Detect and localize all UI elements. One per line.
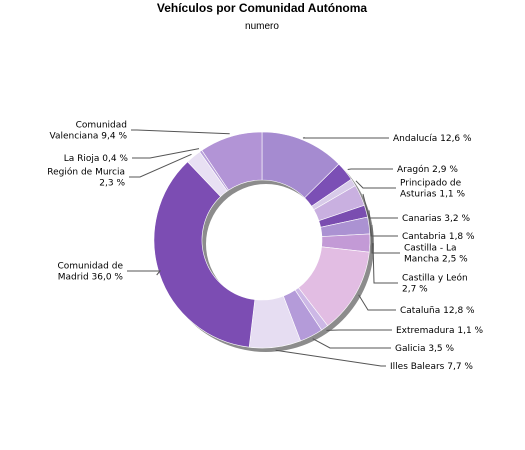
leader-line: [358, 294, 396, 311]
slice-comunidad-valenciana[interactable]: [201, 131, 263, 191]
leader-line: [132, 148, 200, 159]
slice-label: Andalucía 12,6 %: [393, 134, 472, 144]
leader-line: [129, 153, 192, 178]
slice-label: 2,3 %: [99, 179, 125, 189]
slice-label: Illes Balears 7,7 %: [390, 362, 473, 372]
slice-label: La Rioja 0,4 %: [64, 154, 129, 164]
leader-line: [127, 270, 162, 276]
slice-label: Castilla y León: [402, 273, 468, 284]
slice-label: Mancha 2,5 %: [404, 255, 468, 265]
leader-line: [368, 210, 398, 237]
chart-subtitle: numero: [245, 21, 279, 32]
chart-title: Vehículos por Comunidad Autónoma: [157, 1, 368, 15]
slice-label: Aragón 2,9 %: [397, 164, 458, 175]
leader-line: [131, 129, 230, 135]
slice-label: Comunidad de: [57, 262, 123, 272]
slice-label: Región de Murcia: [47, 167, 125, 178]
slice-label: Asturias 1,1 %: [400, 190, 466, 200]
leader-line: [355, 180, 396, 189]
slice-label: Extremadura 1,1 %: [396, 326, 484, 336]
leader-line: [372, 243, 398, 284]
slice-label: Canarias 3,2 %: [402, 214, 470, 224]
slice-label: Castilla - La: [404, 244, 457, 254]
slice-label: Galicia 3,5 %: [395, 344, 454, 354]
slice-label: Comunidad: [76, 121, 127, 131]
leader-line: [275, 349, 386, 367]
slice-label: Madrid 36,0 %: [58, 273, 124, 283]
slice-label: Cantabria 1,8 %: [402, 232, 475, 242]
slice-label: Principado de: [400, 179, 462, 189]
leader-line: [347, 168, 393, 170]
slice-comunidad-de-madrid[interactable]: [153, 161, 256, 348]
donut-slices: [153, 131, 374, 352]
slice-label: Cataluña 12,8 %: [400, 306, 475, 316]
slice-labels: Andalucía 12,6 % Aragón 2,9 % Principado d…: [47, 121, 483, 373]
leader-line: [312, 338, 391, 349]
leader-line: [371, 225, 400, 254]
slice-label: 2,7 %: [402, 285, 428, 295]
leader-line: [362, 193, 398, 219]
slice-label: Valenciana 9,4 %: [50, 132, 128, 142]
